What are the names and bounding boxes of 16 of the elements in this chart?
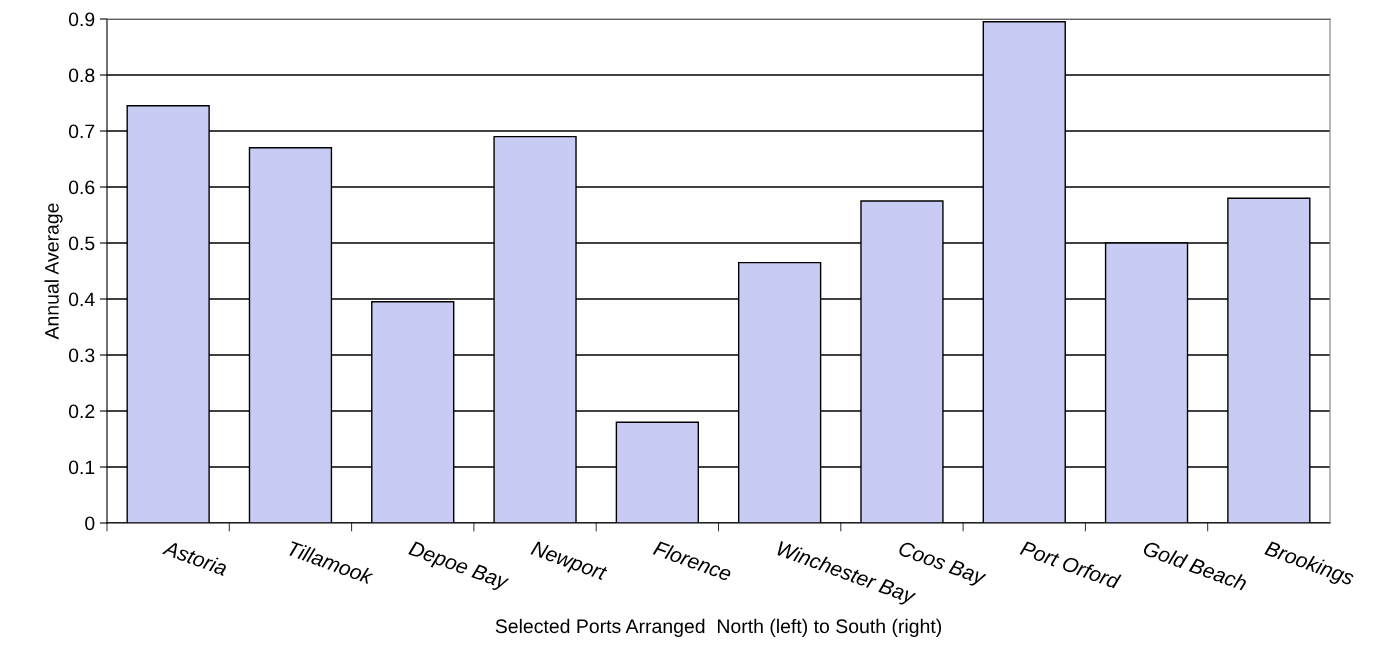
y-tick-label: 0.4: [68, 292, 95, 307]
y-tick-label: 0: [85, 516, 95, 531]
y-tick-label: 0.8: [68, 68, 95, 83]
y-tick-label: 0.2: [68, 404, 95, 419]
y-tick-label: 0.6: [68, 180, 95, 195]
x-axis-title: Selected Ports Arranged North (left) to South (right): [495, 618, 942, 637]
x-tick-label: Depoe Bay: [406, 540, 511, 594]
y-tick-label: 0.3: [68, 348, 95, 363]
y-tick-label: 0.5: [68, 236, 95, 251]
x-tick-label: Gold Beach: [1142, 540, 1248, 591]
y-tick-label: 0.1: [68, 460, 95, 475]
y-axis-title: Annual Average: [44, 203, 63, 340]
y-tick-label: 0.9: [68, 12, 95, 27]
x-tick-label: Port Orford: [1019, 539, 1122, 590]
y-tick-label: 0.7: [68, 124, 95, 139]
x-tick-label: Astoria: [161, 539, 229, 576]
